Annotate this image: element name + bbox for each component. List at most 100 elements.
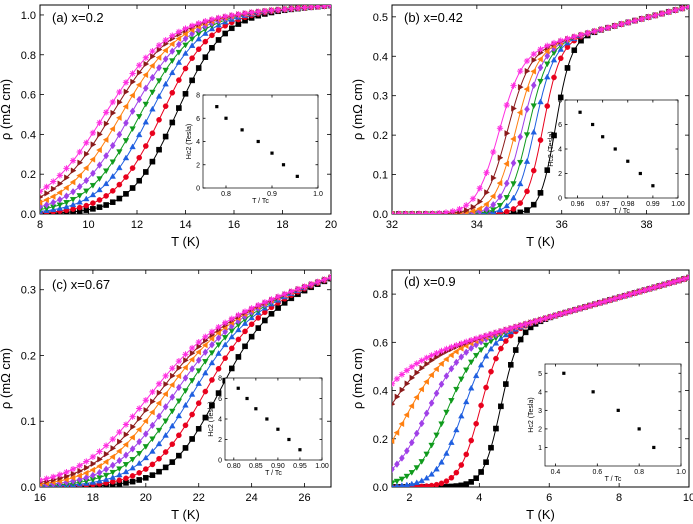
data-point — [109, 125, 116, 133]
data-point — [201, 341, 208, 349]
data-point — [43, 201, 50, 209]
data-point — [50, 185, 57, 193]
inset-point — [224, 116, 228, 120]
panel-1-ytick-label: 0.2 — [373, 130, 388, 142]
data-point — [89, 183, 97, 189]
data-point — [97, 131, 103, 138]
inset-point — [652, 445, 656, 450]
data-point — [242, 328, 248, 335]
data-point — [596, 299, 604, 306]
data-point — [511, 105, 517, 112]
data-point — [103, 120, 110, 127]
data-point — [537, 78, 544, 85]
inset-point — [215, 105, 219, 109]
data-point — [544, 167, 551, 173]
data-point — [522, 329, 529, 336]
inset-point — [287, 437, 291, 442]
data-point — [102, 476, 110, 482]
data-point — [453, 483, 460, 487]
data-point — [415, 210, 423, 214]
data-point — [117, 99, 123, 106]
inset-point — [578, 110, 582, 114]
data-point — [393, 429, 400, 436]
data-point — [169, 365, 176, 372]
data-point — [576, 305, 584, 312]
data-point — [517, 67, 524, 75]
data-point — [109, 199, 116, 205]
data-point — [551, 74, 557, 81]
data-point — [122, 103, 129, 110]
data-point — [136, 131, 143, 138]
panel-2-xtick-label: 16 — [34, 492, 46, 504]
data-point — [532, 317, 539, 325]
data-point — [537, 137, 544, 143]
data-point — [255, 302, 262, 309]
data-point — [162, 133, 169, 140]
data-point — [136, 477, 143, 483]
panel-3-ytick-label: 0.2 — [373, 434, 388, 446]
data-point — [433, 481, 440, 487]
data-point — [413, 429, 420, 438]
inset-2-ytick-label: 2 — [218, 437, 222, 444]
panel-1-xtick-label: 32 — [386, 219, 398, 231]
data-point — [482, 352, 490, 359]
data-point — [149, 436, 156, 443]
data-point — [631, 17, 639, 24]
data-point — [392, 402, 396, 407]
data-point — [418, 385, 424, 393]
data-point — [443, 450, 450, 456]
data-point — [394, 460, 400, 468]
inset-point — [591, 390, 595, 394]
data-point — [102, 472, 110, 479]
data-point — [209, 402, 215, 409]
panel-1-xtick-label: 36 — [556, 219, 568, 231]
data-point — [488, 368, 494, 375]
data-point — [510, 82, 517, 89]
data-point — [517, 322, 524, 329]
data-point — [507, 325, 514, 332]
data-point — [512, 323, 519, 330]
data-point — [208, 335, 215, 342]
data-point — [90, 471, 96, 480]
data-point — [156, 389, 163, 397]
data-point — [496, 203, 504, 209]
data-point — [487, 330, 495, 338]
data-point — [517, 133, 524, 141]
y-axis-label: ρ (mΩ cm) — [0, 79, 13, 140]
data-point — [418, 459, 425, 465]
data-point — [393, 375, 401, 383]
data-point — [448, 474, 455, 481]
data-point — [123, 88, 130, 95]
data-point — [142, 118, 150, 125]
data-point — [398, 476, 406, 483]
data-point — [423, 474, 430, 481]
panel-3-plot — [392, 273, 689, 487]
data-point — [433, 349, 440, 357]
data-point — [209, 32, 215, 39]
data-point — [149, 130, 156, 137]
data-point — [136, 405, 143, 412]
data-point — [394, 393, 401, 400]
data-point — [202, 414, 209, 421]
data-point — [483, 384, 489, 391]
data-point — [136, 114, 143, 120]
data-point — [109, 188, 116, 194]
data-point — [142, 454, 150, 461]
data-point — [235, 326, 242, 333]
data-point — [228, 365, 235, 372]
data-point — [496, 179, 503, 187]
inset-2-ytick-label: 4 — [218, 417, 222, 424]
data-point — [96, 161, 103, 169]
data-point — [109, 478, 116, 485]
data-point — [308, 5, 315, 11]
data-point — [463, 207, 470, 214]
inset-point — [281, 163, 286, 167]
data-point — [129, 478, 136, 485]
data-point — [665, 8, 672, 15]
data-point — [418, 357, 425, 364]
inset-2-ytick-label: 8 — [218, 376, 222, 383]
x-axis-label: T (K) — [526, 234, 555, 249]
data-point — [109, 474, 116, 480]
data-point — [562, 309, 569, 316]
data-point — [222, 355, 228, 361]
